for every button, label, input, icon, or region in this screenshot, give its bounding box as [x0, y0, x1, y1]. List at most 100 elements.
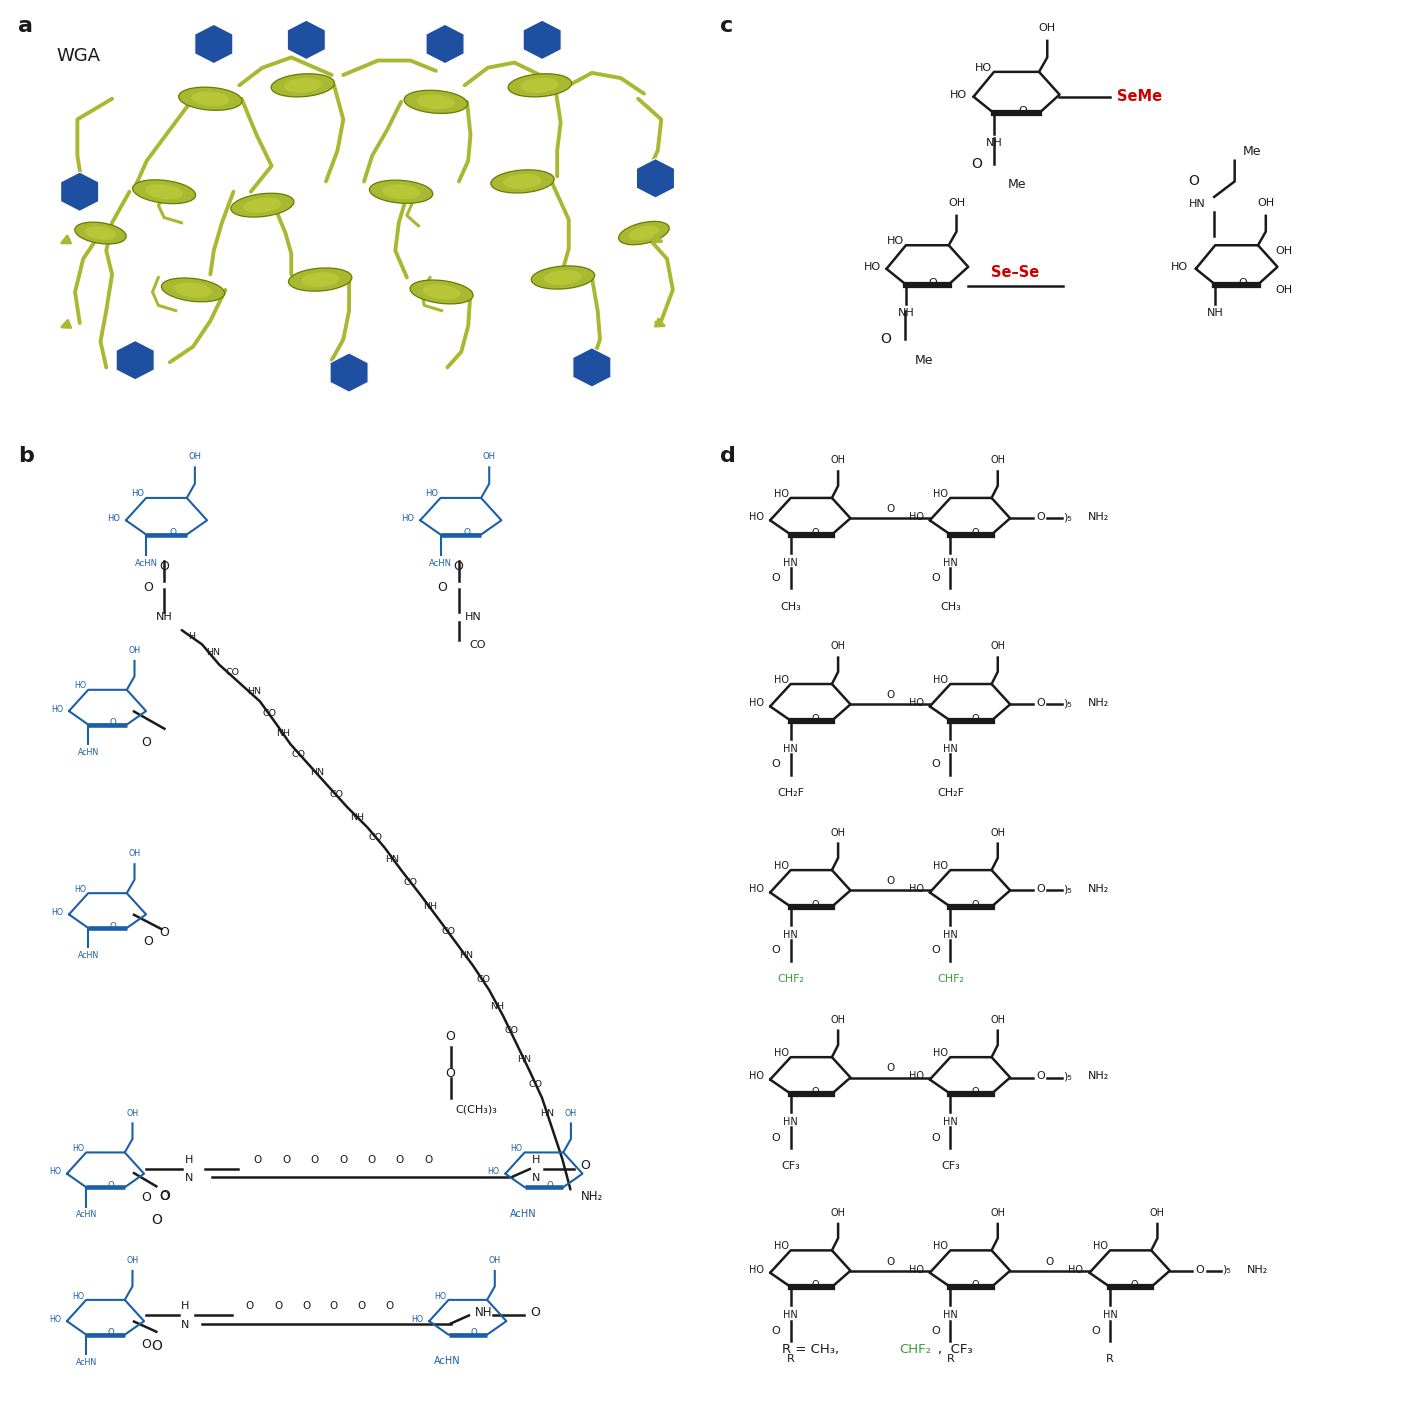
Text: O: O	[931, 1325, 941, 1335]
Ellipse shape	[179, 88, 242, 110]
Ellipse shape	[243, 197, 282, 212]
Text: OH: OH	[1039, 23, 1056, 33]
Text: O: O	[1238, 278, 1247, 287]
Ellipse shape	[404, 91, 468, 113]
Polygon shape	[573, 348, 610, 387]
Text: O: O	[159, 1189, 169, 1204]
Text: HO: HO	[401, 514, 414, 523]
Text: HO: HO	[933, 861, 948, 871]
Polygon shape	[195, 24, 233, 64]
Text: OH: OH	[565, 1109, 576, 1117]
Text: HO: HO	[909, 513, 924, 523]
Text: HO: HO	[748, 885, 764, 895]
Text: HO: HO	[909, 885, 924, 895]
Text: O: O	[881, 333, 892, 347]
Ellipse shape	[504, 174, 542, 188]
Text: O: O	[1091, 1325, 1100, 1335]
Text: O: O	[310, 1155, 319, 1165]
Text: NH: NH	[1207, 309, 1224, 319]
Ellipse shape	[508, 74, 572, 96]
Text: O: O	[141, 1191, 151, 1205]
Ellipse shape	[174, 282, 212, 297]
Text: O: O	[386, 1301, 394, 1311]
Text: CO: CO	[505, 1027, 518, 1035]
Text: HO: HO	[48, 1314, 61, 1324]
Text: CH₃: CH₃	[780, 602, 801, 612]
Text: HN: HN	[783, 743, 798, 753]
Text: HN: HN	[943, 1310, 958, 1320]
Ellipse shape	[370, 180, 433, 204]
Text: H: H	[532, 1155, 541, 1165]
Text: CO: CO	[263, 709, 277, 718]
Text: HO: HO	[48, 1167, 61, 1177]
Text: HO: HO	[975, 62, 992, 72]
Polygon shape	[425, 24, 464, 64]
Text: HN: HN	[458, 952, 472, 960]
Text: O: O	[931, 1133, 941, 1143]
Text: CH₂F: CH₂F	[777, 787, 804, 797]
Text: O: O	[246, 1301, 253, 1311]
Ellipse shape	[191, 91, 229, 106]
Text: O: O	[972, 1280, 979, 1290]
Text: NH: NH	[424, 902, 437, 910]
Text: O: O	[330, 1301, 339, 1311]
Text: HO: HO	[51, 908, 63, 918]
Text: Me: Me	[915, 354, 933, 367]
Text: CO: CO	[330, 790, 344, 800]
Ellipse shape	[85, 227, 115, 241]
Text: O: O	[339, 1155, 347, 1165]
Text: O: O	[811, 1086, 820, 1097]
Text: CH₂F: CH₂F	[936, 787, 963, 797]
Text: CHF₂: CHF₂	[936, 974, 963, 984]
Text: O: O	[887, 877, 894, 886]
Text: R: R	[787, 1354, 794, 1364]
Text: AcHN: AcHN	[135, 559, 158, 568]
Polygon shape	[287, 20, 326, 59]
Text: HN: HN	[943, 743, 958, 753]
Text: O: O	[357, 1301, 366, 1311]
Text: O: O	[529, 1306, 539, 1318]
Text: )₅: )₅	[1222, 1264, 1231, 1274]
Text: SeMe: SeMe	[1117, 89, 1163, 105]
Text: CO: CO	[529, 1080, 544, 1089]
Text: O: O	[1195, 1264, 1204, 1274]
Text: HN: HN	[943, 930, 958, 940]
Ellipse shape	[417, 95, 455, 109]
Text: O: O	[771, 946, 780, 956]
Polygon shape	[61, 173, 98, 211]
Text: HO: HO	[909, 698, 924, 708]
Text: HN: HN	[517, 1055, 531, 1063]
Text: HO: HO	[1069, 1264, 1083, 1274]
Text: O: O	[546, 1181, 554, 1189]
Text: OH: OH	[831, 641, 845, 651]
Text: HO: HO	[933, 1048, 948, 1058]
Text: OH: OH	[1150, 1208, 1165, 1218]
Text: OH: OH	[127, 1256, 138, 1264]
Text: O: O	[972, 714, 979, 724]
Text: O: O	[887, 504, 894, 514]
Text: O: O	[1036, 698, 1044, 708]
Text: O: O	[811, 899, 820, 909]
Ellipse shape	[531, 266, 595, 289]
Text: HO: HO	[748, 1072, 764, 1082]
Text: HN: HN	[1190, 200, 1207, 210]
Text: CHF₂: CHF₂	[777, 974, 804, 984]
Text: O: O	[275, 1301, 282, 1311]
Text: H: H	[188, 632, 195, 640]
Text: O: O	[282, 1155, 290, 1165]
Text: O: O	[887, 1063, 894, 1073]
Text: HO: HO	[488, 1167, 499, 1177]
Text: OH: OH	[128, 646, 141, 656]
Ellipse shape	[383, 184, 420, 200]
Text: HN: HN	[943, 1117, 958, 1127]
Text: c: c	[720, 16, 733, 35]
Text: O: O	[887, 690, 894, 701]
Text: NH: NH	[898, 309, 915, 319]
Text: O: O	[396, 1155, 404, 1165]
Text: O: O	[1046, 1256, 1054, 1267]
Text: AcHN: AcHN	[78, 748, 98, 756]
Text: CF₃: CF₃	[941, 1161, 959, 1171]
Ellipse shape	[521, 78, 559, 93]
Text: HO: HO	[131, 490, 144, 498]
Text: HN: HN	[783, 1117, 798, 1127]
